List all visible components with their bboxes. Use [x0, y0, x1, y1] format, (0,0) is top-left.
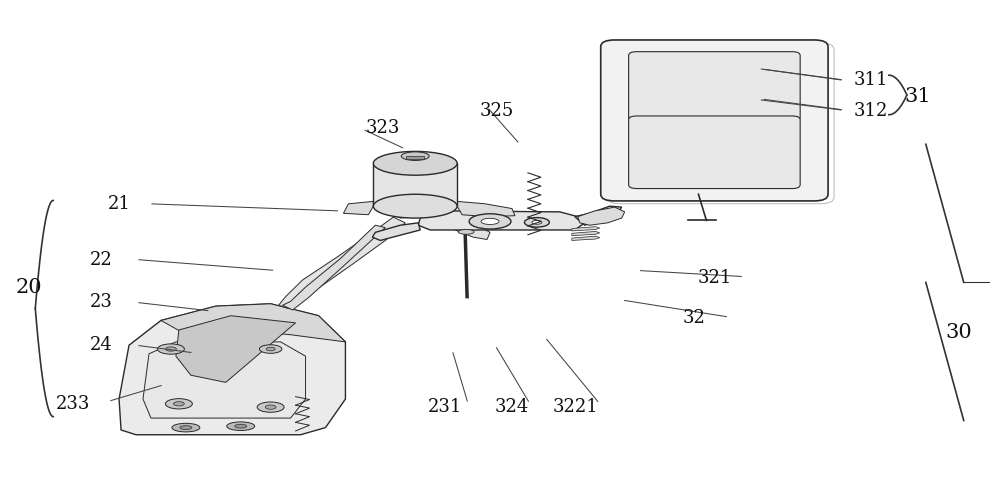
Polygon shape [418, 211, 585, 230]
Ellipse shape [227, 422, 255, 431]
Ellipse shape [166, 347, 176, 351]
Polygon shape [372, 223, 420, 240]
Text: 325: 325 [480, 102, 514, 120]
Text: 324: 324 [495, 398, 529, 416]
Polygon shape [575, 206, 622, 225]
FancyBboxPatch shape [629, 116, 800, 189]
Ellipse shape [235, 424, 247, 428]
Text: 30: 30 [945, 323, 972, 342]
Polygon shape [161, 304, 345, 342]
Polygon shape [279, 217, 405, 308]
Ellipse shape [257, 402, 284, 412]
Polygon shape [176, 316, 296, 382]
Ellipse shape [157, 344, 184, 354]
Ellipse shape [265, 405, 276, 409]
Ellipse shape [373, 194, 457, 218]
Ellipse shape [174, 402, 184, 406]
Polygon shape [119, 304, 345, 435]
Ellipse shape [401, 152, 429, 160]
Polygon shape [388, 205, 420, 218]
Polygon shape [343, 201, 373, 215]
Text: 32: 32 [683, 309, 706, 327]
Ellipse shape [266, 347, 275, 351]
FancyBboxPatch shape [601, 40, 828, 201]
Polygon shape [572, 236, 600, 240]
Text: 24: 24 [90, 336, 112, 354]
Text: 312: 312 [854, 102, 888, 120]
Text: 323: 323 [365, 119, 400, 137]
Text: 20: 20 [16, 278, 43, 297]
Polygon shape [572, 231, 600, 236]
Text: 3221: 3221 [553, 398, 599, 416]
Ellipse shape [180, 426, 192, 430]
Ellipse shape [172, 423, 200, 432]
Text: 22: 22 [90, 251, 112, 269]
FancyBboxPatch shape [629, 52, 800, 121]
Ellipse shape [532, 220, 542, 224]
Text: 231: 231 [428, 398, 462, 416]
Polygon shape [572, 227, 600, 231]
Ellipse shape [165, 399, 192, 409]
Ellipse shape [373, 151, 457, 175]
Text: 311: 311 [854, 71, 889, 89]
Text: 321: 321 [697, 269, 732, 286]
Ellipse shape [259, 345, 282, 354]
Bar [373, 163, 457, 206]
Polygon shape [410, 206, 490, 240]
Ellipse shape [481, 218, 499, 225]
Bar [406, 156, 424, 159]
Text: 21: 21 [108, 195, 130, 213]
Text: 233: 233 [56, 395, 90, 413]
Polygon shape [143, 342, 306, 418]
Text: 23: 23 [90, 293, 113, 311]
Ellipse shape [524, 217, 549, 227]
Polygon shape [457, 201, 515, 217]
Text: 31: 31 [904, 87, 931, 106]
Ellipse shape [469, 214, 511, 229]
Ellipse shape [458, 229, 474, 234]
Polygon shape [578, 207, 625, 225]
Polygon shape [283, 225, 385, 310]
